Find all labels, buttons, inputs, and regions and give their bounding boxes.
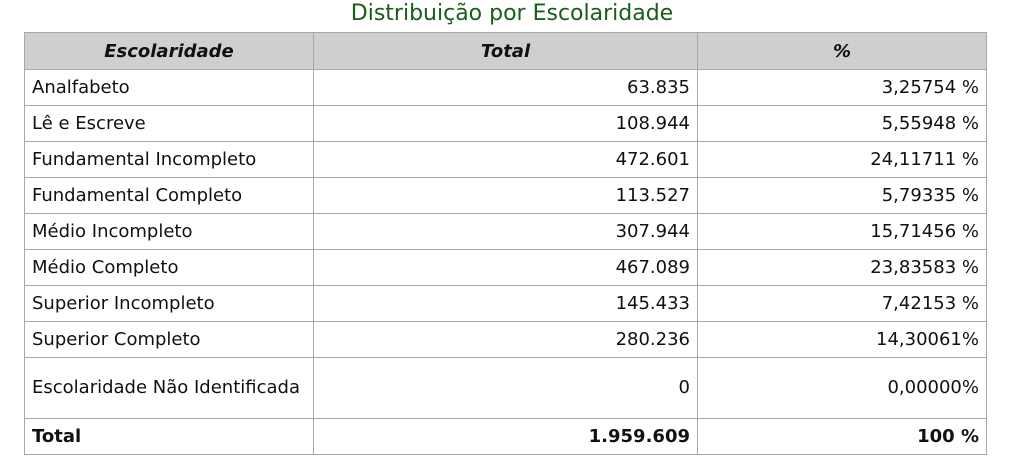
row-label: Médio Completo: [24, 249, 314, 286]
row-label: Médio Incompleto: [24, 213, 314, 250]
table-row: Médio Incompleto 307.944 15,71456 %: [24, 213, 987, 250]
row-label: Escolaridade Não Identificada: [24, 357, 314, 419]
row-percent: 24,11711 %: [697, 141, 987, 178]
row-total: 63.835: [313, 69, 698, 106]
row-percent: 5,79335 %: [697, 177, 987, 214]
table-header-row: Escolaridade Total %: [24, 32, 987, 70]
row-total: 145.433: [313, 285, 698, 322]
row-label: Analfabeto: [24, 69, 314, 106]
row-total: 113.527: [313, 177, 698, 214]
row-total: 0: [313, 357, 698, 419]
row-percent: 15,71456 %: [697, 213, 987, 250]
row-total: 467.089: [313, 249, 698, 286]
table-row: Médio Completo 467.089 23,83583 %: [24, 249, 987, 286]
row-percent: 14,30061%: [697, 321, 987, 358]
total-value: 1.959.609: [313, 418, 698, 455]
row-total: 280.236: [313, 321, 698, 358]
total-label: Total: [24, 418, 314, 455]
column-header-escolaridade: Escolaridade: [24, 32, 314, 70]
row-total: 472.601: [313, 141, 698, 178]
table-row: Analfabeto 63.835 3,25754 %: [24, 69, 987, 106]
column-header-total: Total: [313, 32, 698, 70]
row-total: 307.944: [313, 213, 698, 250]
table-row: Fundamental Completo 113.527 5,79335 %: [24, 177, 987, 214]
schooling-distribution-table: Escolaridade Total % Analfabeto 63.835 3…: [24, 32, 987, 455]
row-label: Fundamental Completo: [24, 177, 314, 214]
row-percent: 3,25754 %: [697, 69, 987, 106]
row-label: Superior Completo: [24, 321, 314, 358]
row-label: Lê e Escreve: [24, 105, 314, 142]
row-percent: 7,42153 %: [697, 285, 987, 322]
total-percent: 100 %: [697, 418, 987, 455]
row-total: 108.944: [313, 105, 698, 142]
table-total-row: Total 1.959.609 100 %: [24, 418, 987, 455]
row-label: Fundamental Incompleto: [24, 141, 314, 178]
page-title: Distribuição por Escolaridade: [350, 1, 674, 26]
row-label: Superior Incompleto: [24, 285, 314, 322]
table-row: Superior Incompleto 145.433 7,42153 %: [24, 285, 987, 322]
column-header-percent: %: [697, 32, 987, 70]
row-percent: 0,00000%: [697, 357, 987, 419]
table-row: Fundamental Incompleto 472.601 24,11711 …: [24, 141, 987, 178]
row-percent: 5,55948 %: [697, 105, 987, 142]
table-row: Escolaridade Não Identificada 0 0,00000%: [24, 357, 987, 419]
table-row: Superior Completo 280.236 14,30061%: [24, 321, 987, 358]
row-percent: 23,83583 %: [697, 249, 987, 286]
table-row: Lê e Escreve 108.944 5,55948 %: [24, 105, 987, 142]
